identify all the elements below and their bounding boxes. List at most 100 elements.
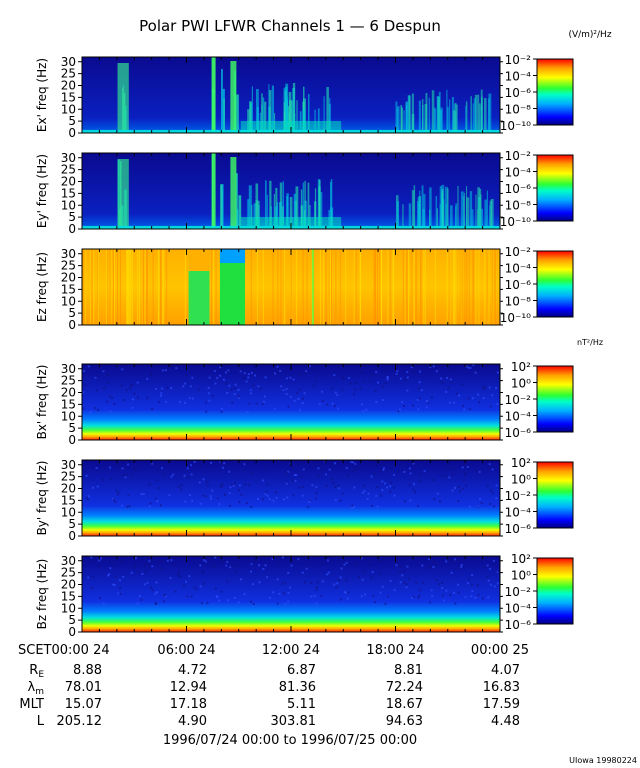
y-tick-label: 5 — [68, 517, 76, 531]
y-tick-label: 20 — [61, 79, 76, 93]
x-tick-label: 18:00 24 — [366, 643, 424, 658]
y-tick-label: 10 — [61, 102, 76, 116]
emission-streaks — [82, 249, 496, 325]
colorbar-tick-label: 10⁻⁴ — [505, 506, 532, 520]
ephemeris-value: 72.24 — [386, 680, 423, 695]
ephemeris-value: 81.36 — [279, 680, 316, 695]
y-tick-label: 10 — [61, 601, 76, 615]
y-tick-label: 0 — [68, 625, 76, 639]
y-tick-label: 25 — [61, 163, 76, 177]
ephemeris-value: 12.94 — [170, 680, 207, 695]
colorbar-tick-label: 10⁻⁴ — [505, 602, 532, 616]
ephemeris-value: 4.90 — [178, 714, 207, 729]
colorbar-tick-label: 10⁻⁶ — [505, 522, 532, 536]
ephemeris-value: 18.67 — [386, 697, 423, 712]
panel-ylabel: Bx' freq (Hz) — [35, 365, 49, 440]
colorbar-tick-label: 10² — [511, 552, 531, 566]
colorbar-tick-label: 10⁻⁴ — [505, 262, 532, 276]
noise-texture — [82, 364, 500, 413]
colorbar-tick-label: 10⁻⁶ — [505, 86, 532, 100]
electric-units-label: (V/m)²/Hz — [568, 30, 611, 40]
ephemeris-row-label: L — [37, 714, 45, 729]
colorbar-tick-label: 10⁰ — [511, 377, 531, 391]
colorbar-tick-label: 10² — [511, 456, 531, 470]
noise-texture — [87, 556, 500, 605]
colorbar-tick-label: 10⁻⁶ — [505, 278, 532, 292]
ephemeris-value: 17.18 — [170, 697, 207, 712]
ephemeris-value: 4.07 — [491, 663, 520, 678]
emission-streaks — [82, 153, 500, 229]
x-tick-label: SCET00:00 24 — [18, 643, 110, 658]
colorbar-1: 10⁻² 10⁻⁴ 10⁻⁶ 10⁻⁸ 10⁻¹⁰ — [500, 53, 574, 133]
y-tick-label: 30 — [61, 247, 76, 261]
colorbar-tick-label: 10⁻² — [505, 393, 532, 407]
colorbar-4: 10² 10⁰ 10⁻² 10⁻⁴ 10⁻⁶ — [505, 360, 574, 440]
y-tick-label: 15 — [61, 589, 76, 603]
y-tick-label: 15 — [61, 186, 76, 200]
y-tick-label: 10 — [61, 409, 76, 423]
y-tick-label: 0 — [68, 318, 76, 332]
colorbar-tick-label: 10⁻⁸ — [505, 103, 532, 117]
date-range-label: 1996/07/24 00:00 to 1996/07/25 00:00 — [163, 733, 417, 748]
ephemeris-row-label: RE — [29, 663, 44, 680]
y-tick-label: 0 — [68, 529, 76, 543]
ephemeris-value: 17.59 — [483, 697, 520, 712]
y-tick-label: 25 — [61, 374, 76, 388]
y-tick-label: 25 — [61, 566, 76, 580]
y-tick-label: 30 — [61, 151, 76, 165]
noise-texture — [85, 460, 498, 510]
y-tick-label: 5 — [68, 421, 76, 435]
y-tick-label: 10 — [61, 505, 76, 519]
spectrogram-field — [82, 556, 500, 632]
x-tick-label: 06:00 24 — [157, 643, 215, 658]
ephemeris-row-label: λm — [28, 680, 44, 697]
panel-ylabel: Ez freq (Hz) — [35, 252, 49, 322]
colorbar-tick-label: 10⁻⁶ — [505, 618, 532, 632]
y-tick-label: 0 — [68, 433, 76, 447]
y-tick-label: 20 — [61, 482, 76, 496]
ephemeris-value: 4.72 — [178, 663, 207, 678]
y-tick-label: 5 — [68, 613, 76, 627]
colorbar-tick-label: 10⁻¹⁰ — [500, 215, 531, 229]
y-tick-label: 20 — [61, 271, 76, 285]
y-tick-label: 30 — [61, 55, 76, 69]
colorbar-tick-label: 10⁻¹⁰ — [500, 311, 531, 325]
y-tick-label: 25 — [61, 470, 76, 484]
ephemeris-value: 78.01 — [65, 680, 102, 695]
colorbar-6: 10² 10⁰ 10⁻² 10⁻⁴ 10⁻⁶ — [505, 552, 574, 632]
colorbar-tick-label: 10⁻⁴ — [505, 70, 532, 84]
colorbar-2: 10⁻² 10⁻⁴ 10⁻⁶ 10⁻⁸ 10⁻¹⁰ — [500, 149, 574, 229]
magnetic-units-label: nT²/Hz — [577, 338, 603, 347]
y-tick-label: 20 — [61, 386, 76, 400]
ephemeris-value: 8.88 — [73, 663, 102, 678]
colorbar-tick-label: 10⁻⁸ — [505, 199, 532, 213]
ephemeris-value: 6.87 — [287, 663, 316, 678]
y-tick-label: 0 — [68, 222, 76, 236]
colorbar-tick-label: 10² — [511, 360, 531, 374]
colorbar-tick-label: 10⁻² — [505, 245, 532, 259]
y-tick-label: 15 — [61, 397, 76, 411]
colorbar-tick-label: 10⁻⁸ — [505, 295, 532, 309]
ephemeris-value: 205.12 — [57, 714, 103, 729]
x-tick-label: 12:00 24 — [262, 643, 320, 658]
panel-ylabel: By' freq (Hz) — [35, 461, 49, 536]
colorbar-tick-label: 10⁻⁶ — [505, 426, 532, 440]
y-tick-label: 30 — [61, 554, 76, 568]
ephemeris-value: 4.48 — [491, 714, 520, 729]
y-tick-label: 5 — [68, 210, 76, 224]
colorbar-tick-label: 10⁻² — [505, 489, 532, 503]
y-tick-label: 15 — [61, 493, 76, 507]
ephemeris-row-label: MLT — [19, 697, 44, 712]
colorbar-tick-label: 10⁻⁴ — [505, 166, 532, 180]
ephemeris-value: 16.83 — [483, 680, 520, 695]
ephemeris-value: 8.81 — [394, 663, 423, 678]
ephemeris-value: 15.07 — [65, 697, 102, 712]
y-tick-label: 5 — [68, 306, 76, 320]
colorbar-tick-label: 10⁻⁴ — [505, 410, 532, 424]
colorbar-tick-label: 10⁻¹⁰ — [500, 119, 531, 133]
y-tick-label: 0 — [68, 126, 76, 140]
colorbar-tick-label: 10⁻² — [505, 585, 532, 599]
